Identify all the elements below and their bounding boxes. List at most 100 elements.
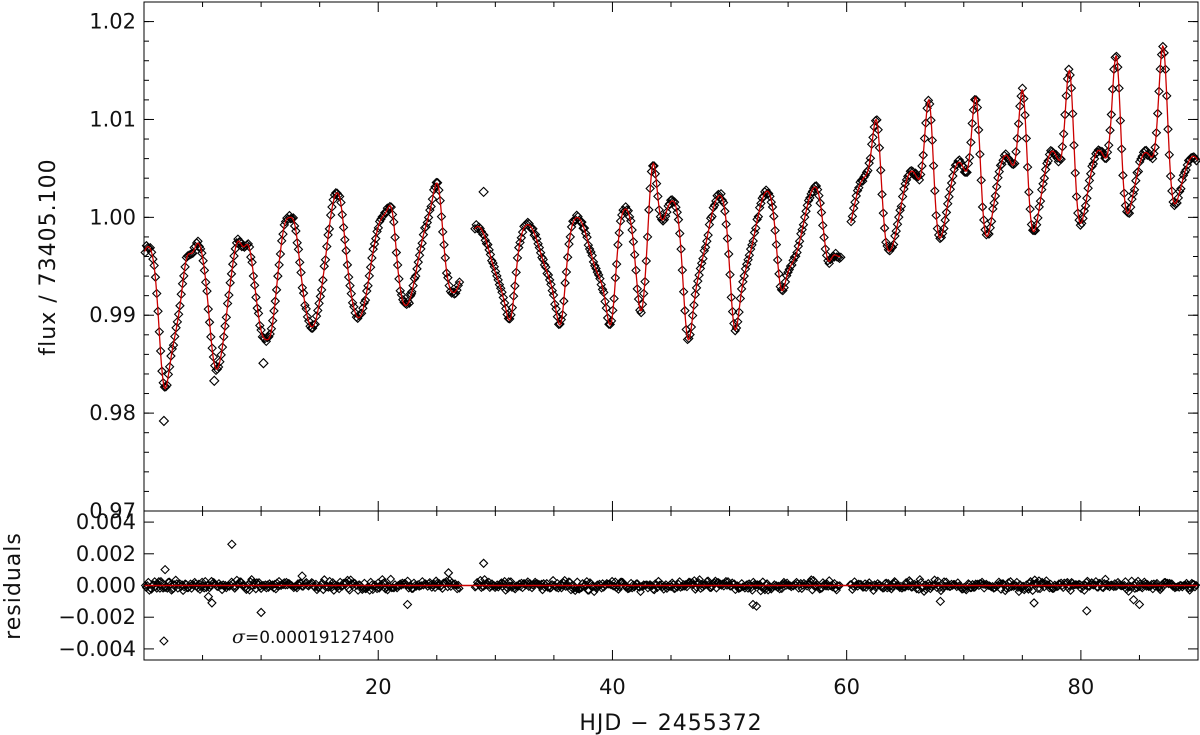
residual-outlier-point bbox=[256, 607, 266, 618]
flux-point bbox=[691, 283, 702, 293]
flux-point bbox=[347, 298, 358, 308]
flux-point bbox=[1031, 220, 1042, 230]
flux-point bbox=[289, 221, 300, 231]
residual-point bbox=[562, 579, 572, 589]
sigma-annotation: σ=0.00019127400 bbox=[232, 626, 394, 648]
residual-point bbox=[1149, 579, 1159, 589]
flux-point bbox=[499, 298, 510, 308]
flux-point bbox=[586, 247, 596, 257]
flux-point bbox=[783, 267, 793, 278]
flux-point bbox=[454, 277, 465, 287]
flux-point bbox=[698, 253, 708, 264]
flux-point bbox=[532, 234, 542, 244]
flux-point bbox=[945, 184, 956, 195]
flux-point bbox=[494, 279, 505, 290]
flux-point bbox=[565, 232, 576, 242]
flux-outlier-point bbox=[258, 357, 269, 369]
flux-point bbox=[964, 152, 975, 163]
residual-point bbox=[454, 584, 464, 593]
residual-outlier-point bbox=[297, 571, 307, 581]
sigma-value: =0.00019127400 bbox=[245, 628, 394, 648]
residual-point bbox=[751, 580, 760, 590]
flux-point bbox=[923, 95, 934, 106]
flux-point bbox=[1172, 198, 1182, 208]
residual-point bbox=[570, 586, 580, 596]
flux-point bbox=[168, 340, 179, 350]
flux-point bbox=[158, 377, 168, 388]
flux-point bbox=[914, 175, 925, 185]
residual-point bbox=[1029, 579, 1039, 589]
residual-y-tick-label: −0.004 bbox=[58, 637, 136, 661]
flux-point bbox=[423, 212, 434, 223]
flux-point bbox=[766, 197, 777, 207]
flux-point bbox=[1179, 167, 1190, 178]
residual-point bbox=[649, 585, 659, 595]
flux-point bbox=[492, 271, 502, 281]
flux-point bbox=[480, 235, 491, 246]
flux-point bbox=[1125, 202, 1136, 212]
residual-point bbox=[760, 585, 770, 595]
flux-point bbox=[216, 350, 226, 360]
flux-point bbox=[550, 299, 560, 309]
flux-point bbox=[944, 192, 954, 202]
flux-point bbox=[441, 268, 452, 278]
residual-point bbox=[887, 584, 896, 594]
residual-point bbox=[453, 580, 463, 590]
residual-point bbox=[933, 576, 943, 586]
flux-point bbox=[662, 207, 672, 217]
flux-point bbox=[538, 254, 549, 265]
flux-point bbox=[404, 298, 415, 308]
main-panel: 0.97 0.98 0.99 1.00 1.01 1.02 flux / 73405.10… bbox=[36, 1, 1200, 523]
residual-point bbox=[803, 580, 813, 589]
flux-point bbox=[589, 260, 600, 271]
flux-point bbox=[868, 132, 878, 143]
flux-point bbox=[495, 283, 506, 294]
flux-point bbox=[744, 250, 755, 261]
residual-y-tick-label: 0.002 bbox=[76, 542, 136, 566]
flux-point bbox=[275, 249, 286, 259]
flux-point bbox=[620, 202, 631, 212]
residual-point bbox=[377, 575, 387, 584]
flux-point bbox=[197, 248, 207, 258]
flux-point bbox=[584, 244, 595, 254]
flux-point bbox=[260, 333, 270, 344]
flux-point bbox=[756, 198, 766, 209]
flux-point bbox=[373, 223, 384, 233]
flux-point bbox=[311, 311, 322, 321]
flux-point bbox=[892, 219, 903, 230]
residual-outlier-point bbox=[751, 601, 762, 611]
flux-point bbox=[195, 244, 206, 254]
flux-point bbox=[378, 210, 389, 221]
flux-outlier-point bbox=[208, 375, 220, 387]
residual-point bbox=[569, 583, 579, 592]
flux-point bbox=[937, 228, 948, 239]
flux-point bbox=[416, 244, 426, 254]
flux-point bbox=[1181, 165, 1191, 175]
residual-outlier-point bbox=[1081, 606, 1092, 616]
residual-point bbox=[345, 585, 355, 595]
flux-point bbox=[248, 271, 259, 281]
flux-point bbox=[1098, 149, 1109, 159]
flux-point bbox=[356, 308, 367, 319]
residual-point bbox=[665, 580, 675, 590]
residual-point bbox=[1189, 579, 1199, 589]
flux-point bbox=[846, 216, 856, 227]
flux-point bbox=[217, 342, 228, 352]
main-y-tick-label: 0.99 bbox=[89, 303, 136, 327]
flux-point bbox=[830, 248, 841, 259]
main-y-tick-label: 0.97 bbox=[89, 499, 136, 523]
flux-point bbox=[310, 319, 320, 330]
flux-point bbox=[265, 329, 275, 339]
flux-point bbox=[891, 226, 901, 236]
residual-point bbox=[928, 580, 937, 590]
flux-point bbox=[358, 303, 368, 313]
flux-point bbox=[865, 153, 876, 164]
flux-point bbox=[946, 178, 957, 188]
flux-point bbox=[713, 189, 724, 200]
flux-point bbox=[412, 264, 422, 274]
flux-point bbox=[1033, 213, 1043, 223]
flux-point bbox=[896, 201, 907, 212]
main-y-tick-label: 1.02 bbox=[89, 10, 136, 34]
flux-point bbox=[243, 239, 254, 249]
flux-point bbox=[297, 282, 308, 293]
